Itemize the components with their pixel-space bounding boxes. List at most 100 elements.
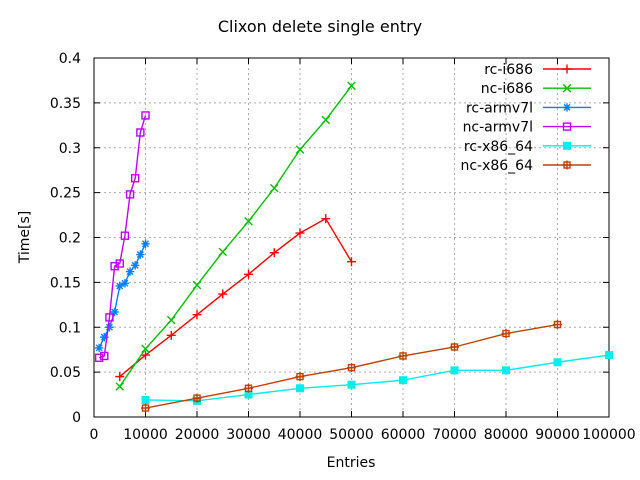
- y-tick-label: 0.15: [50, 275, 81, 291]
- series-rc-i686-marker-plus: [218, 289, 228, 299]
- series-nc-i686-marker-cross: [347, 81, 356, 91]
- series-rc-x86_64-marker-filled-square: [244, 390, 253, 399]
- axes-layer: 0 10000 20000 30000 40000 50000 60000 70000 8000…: [50, 51, 636, 443]
- series-nc-armv7l-marker-open-square: [94, 353, 104, 362]
- series-nc-i686-marker-cross: [141, 344, 150, 354]
- series-nc-i686-marker-cross: [166, 315, 176, 325]
- series-rc-x86_64-marker-filled-square: [347, 380, 356, 389]
- x-tick-label: 80000: [484, 427, 529, 443]
- legend-label-rc-x86_64: rc-x86_64: [464, 139, 533, 155]
- y-axis-label: Time[s]: [17, 211, 33, 264]
- x-tick-label: 10000: [123, 427, 168, 443]
- series-nc-armv7l-marker-open-square: [130, 174, 140, 183]
- series-rc-x86_64-marker-filled-square: [296, 384, 304, 393]
- series-nc-i686-marker-cross: [192, 280, 202, 290]
- series-nc-armv7l-marker-open-square: [110, 262, 119, 271]
- series-nc-i686-marker-cross: [244, 217, 253, 226]
- x-tick-label: 90000: [535, 427, 580, 443]
- y-tick-label: 0.1: [59, 320, 81, 336]
- series-rc-armv7l-marker-asterisk: [136, 250, 145, 259]
- x-tick-label: 40000: [278, 427, 323, 443]
- series-nc-armv7l-marker-open-square: [141, 111, 150, 120]
- x-tick-label: 100000: [582, 427, 635, 443]
- legend: rc-i686 nc-i686 rc-armv7l nc-armv7l rc-x86_6…: [460, 62, 591, 174]
- y-tick-label: 0.3: [59, 141, 81, 157]
- series-layer: [94, 81, 613, 413]
- series-nc-armv7l-marker-open-square: [125, 190, 135, 199]
- legend-label-nc-x86_64: nc-x86_64: [460, 158, 533, 174]
- series-nc-i686-marker-cross: [269, 183, 279, 193]
- series-nc-x86_64-marker-boxed-plus: [347, 363, 356, 373]
- series-nc-i686-marker-cross: [115, 382, 125, 391]
- series-nc-x86_64-marker-boxed-plus: [192, 393, 202, 403]
- series-rc-armv7l-marker-asterisk: [100, 332, 109, 342]
- chart-title: Clixon delete single entry: [218, 17, 422, 36]
- series-rc-i686-marker-plus: [321, 214, 331, 224]
- series-rc-armv7l-marker-asterisk: [94, 343, 104, 353]
- series-nc-x86_64-marker-boxed-plus: [501, 329, 511, 339]
- series-rc-i686-marker-plus: [347, 257, 356, 267]
- series-nc-i686-marker-cross: [321, 115, 331, 125]
- series-rc-x86_64-marker-filled-square: [399, 376, 407, 385]
- series-nc-armv7l-marker-open-square: [105, 313, 114, 322]
- series-nc-armv7l-marker-open-square: [120, 231, 130, 240]
- legend-rc-x86_64-marker-filled-square: [563, 141, 571, 150]
- series-nc-i686-marker-cross: [295, 145, 305, 154]
- series-rc-i686-marker-plus: [295, 228, 305, 238]
- series-nc-x86_64-marker-boxed-plus: [244, 383, 253, 393]
- series-rc-armv7l-marker-asterisk: [131, 261, 140, 270]
- series-line-rc-x86_64: [145, 354, 610, 402]
- y-tick-label: 0.05: [50, 365, 81, 381]
- legend-nc-armv7l-marker-open-square: [562, 122, 572, 131]
- series-rc-armv7l-marker-asterisk: [120, 279, 130, 288]
- series-line-rc-i686: [119, 217, 353, 378]
- legend-label-rc-armv7l: rc-armv7l: [466, 100, 533, 116]
- series-rc-x86_64-marker-filled-square: [553, 358, 562, 367]
- y-tick-label: 0.25: [50, 186, 81, 202]
- series-rc-x86_64-marker-filled-square: [605, 351, 613, 360]
- series-nc-x86_64-marker-boxed-plus: [398, 351, 408, 361]
- legend-rc-armv7l-marker-asterisk: [562, 103, 572, 112]
- series-rc-i686-marker-plus: [244, 269, 253, 279]
- y-tick-label: 0.4: [59, 51, 81, 67]
- series-rc-x86_64-marker-filled-square: [450, 366, 459, 375]
- series-nc-armv7l-marker-open-square: [115, 259, 124, 268]
- series-nc-i686-marker-cross: [218, 247, 228, 257]
- y-tick-label: 0.35: [50, 96, 81, 112]
- y-tick-label: 0.2: [59, 231, 81, 247]
- series-line-nc-armv7l: [98, 115, 147, 359]
- legend-label-nc-armv7l: nc-armv7l: [463, 120, 533, 136]
- series-nc-armv7l-marker-open-square: [100, 351, 109, 361]
- series-rc-x86_64-marker-filled-square: [502, 366, 510, 375]
- x-tick-label: 70000: [432, 427, 477, 443]
- series-rc-armv7l-marker-asterisk: [115, 281, 124, 291]
- series-rc-i686-marker-plus: [141, 350, 150, 360]
- legend-label-rc-i686: rc-i686: [484, 62, 533, 78]
- series-rc-armv7l-marker-asterisk: [105, 323, 114, 332]
- legend-nc-i686-marker-cross: [562, 83, 572, 93]
- series-nc-x86_64-marker-boxed-plus: [450, 342, 459, 352]
- series-nc-x86_64-marker-boxed-plus: [295, 372, 305, 382]
- legend-rc-i686-marker-plus: [562, 64, 572, 74]
- x-tick-label: 0: [90, 427, 99, 443]
- grid-layer: [94, 58, 609, 417]
- x-tick-label: 20000: [175, 427, 220, 443]
- series-rc-armv7l-marker-asterisk: [110, 307, 119, 317]
- series-nc-x86_64-marker-boxed-plus: [553, 320, 562, 330]
- series-rc-armv7l-marker-asterisk: [125, 267, 135, 276]
- series-rc-i686-marker-plus: [166, 330, 176, 340]
- x-tick-label: 50000: [329, 427, 374, 443]
- series-rc-i686-marker-plus: [269, 248, 279, 258]
- x-axis-label: Entries: [327, 455, 376, 471]
- series-line-nc-i686: [119, 85, 353, 387]
- legend-label-nc-i686: nc-i686: [481, 81, 533, 97]
- x-tick-label: 60000: [381, 427, 426, 443]
- x-tick-label: 30000: [226, 427, 271, 443]
- y-tick-label: 0: [72, 410, 81, 426]
- series-nc-armv7l-marker-open-square: [136, 128, 145, 137]
- series-rc-i686-marker-plus: [115, 372, 125, 382]
- series-rc-armv7l-marker-asterisk: [141, 239, 150, 248]
- legend-nc-x86_64-marker-boxed-plus: [562, 160, 572, 170]
